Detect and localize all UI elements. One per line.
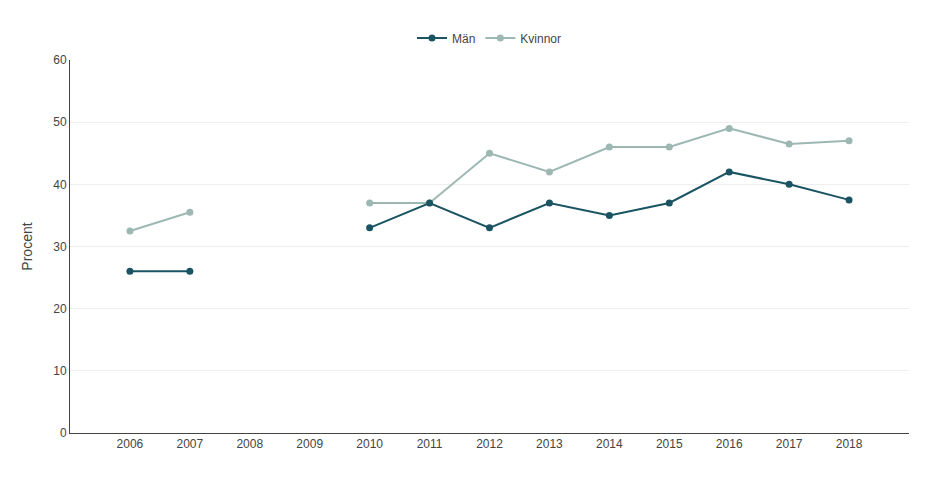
svg-text:60: 60 (53, 53, 67, 67)
svg-text:2016: 2016 (716, 437, 743, 451)
svg-text:2018: 2018 (836, 437, 863, 451)
svg-text:2017: 2017 (776, 437, 803, 451)
svg-text:Män: Män (452, 32, 475, 46)
svg-text:0: 0 (60, 426, 67, 440)
svg-text:10: 10 (53, 364, 67, 378)
svg-text:2011: 2011 (417, 437, 443, 451)
svg-text:2014: 2014 (596, 437, 623, 451)
svg-text:2007: 2007 (177, 437, 204, 451)
svg-text:40: 40 (53, 178, 67, 192)
svg-text:2008: 2008 (236, 437, 263, 451)
svg-text:20: 20 (53, 302, 67, 316)
svg-text:2009: 2009 (296, 437, 323, 451)
svg-text:2012: 2012 (476, 437, 503, 451)
svg-text:2015: 2015 (656, 437, 683, 451)
svg-text:2006: 2006 (117, 437, 144, 451)
svg-text:2013: 2013 (536, 437, 563, 451)
svg-text:Kvinnor: Kvinnor (520, 32, 561, 46)
svg-text:50: 50 (53, 115, 67, 129)
svg-text:30: 30 (53, 240, 67, 254)
svg-text:2010: 2010 (356, 437, 383, 451)
svg-text:Procent: Procent (19, 222, 35, 270)
